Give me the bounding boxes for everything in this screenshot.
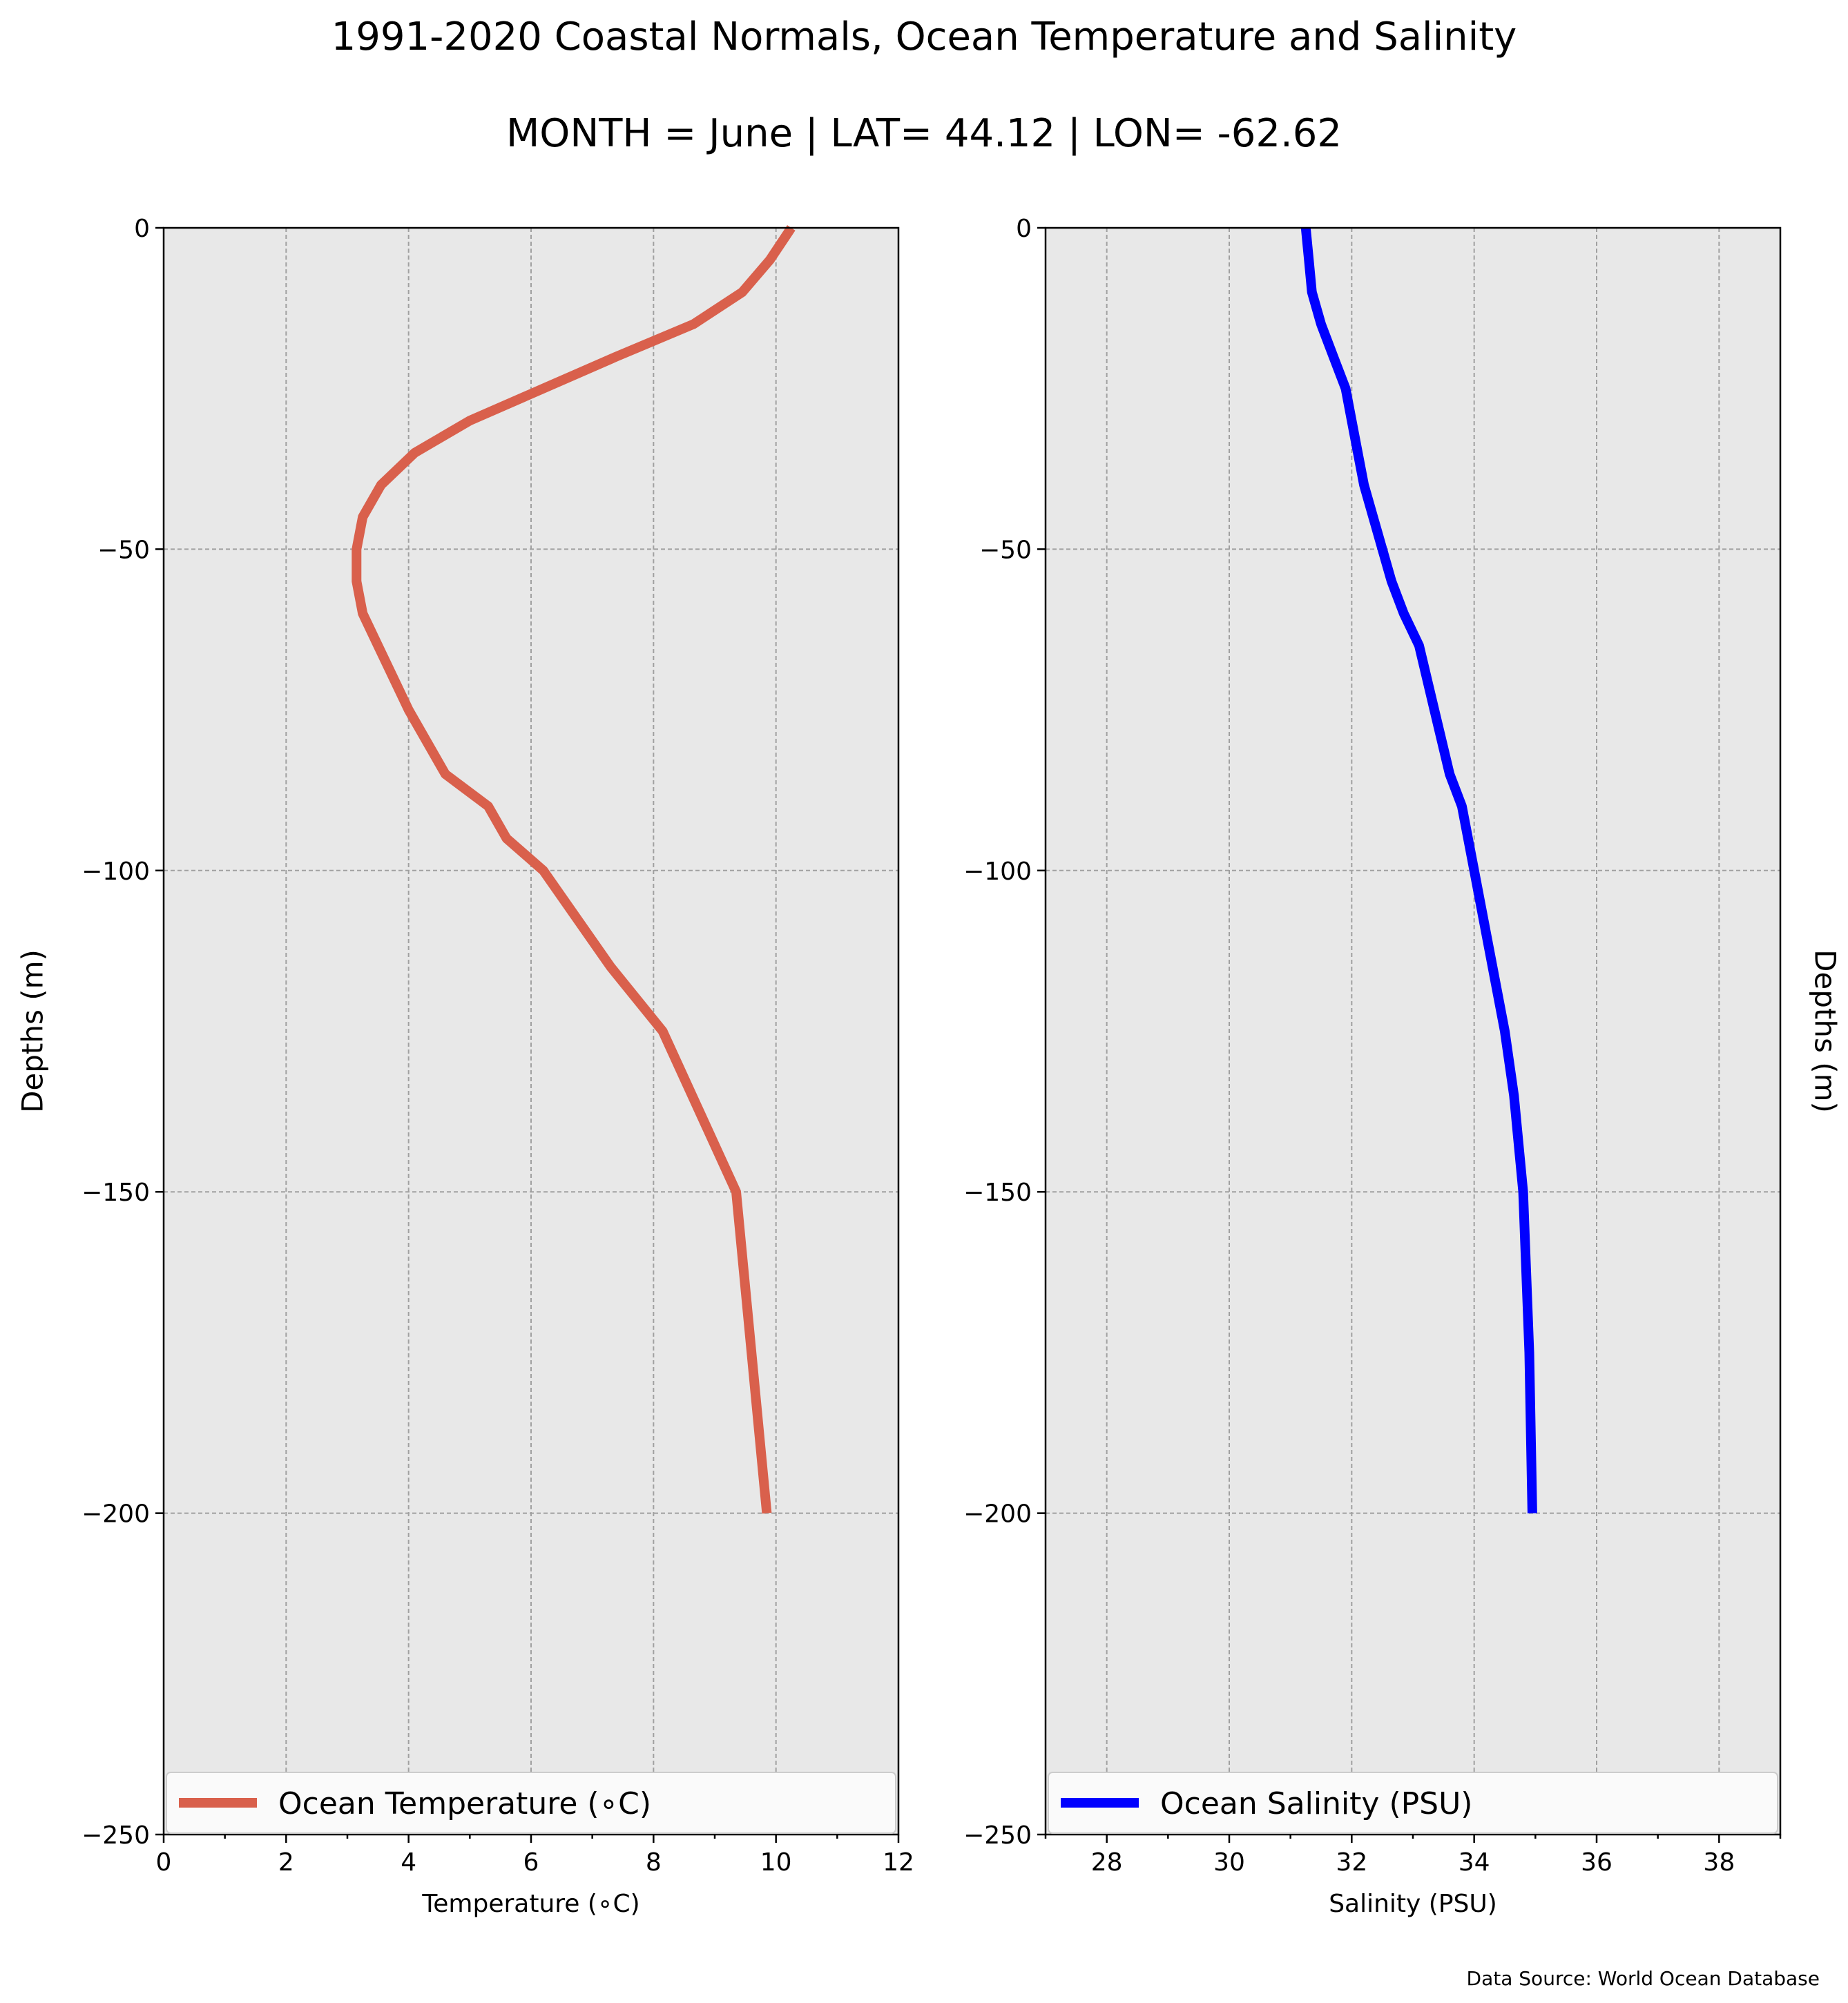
y-tick-label: −250 — [81, 1821, 150, 1850]
series-line-1 — [1300, 227, 1537, 1513]
chart-panel-1: 0 2 4 6 8 10 12 0 −50 −100 −150 −200 −250 Temperature… — [16, 215, 914, 1918]
chart-subtitle: MONTH = June | LAT= 44.12 | LON= -62.62 — [506, 111, 1342, 156]
y-tick-label: −150 — [963, 1179, 1032, 1207]
y-tick-label: −250 — [963, 1821, 1032, 1850]
series-line-1 — [352, 225, 796, 1514]
x-tick-label: 4 — [401, 1848, 416, 1877]
legend-label: Ocean Salinity (PSU) — [1160, 1786, 1472, 1821]
data-source-note: Data Source: World Ocean Database — [1467, 1967, 1820, 1990]
x-axis-label: Salinity (PSU) — [1329, 1890, 1497, 1918]
x-tick-label: 0 — [156, 1848, 172, 1877]
x-tick-label: 32 — [1336, 1848, 1367, 1877]
y-tick-label: 0 — [1016, 215, 1032, 243]
y-tick-label: −100 — [81, 858, 150, 886]
x-tick-label: 36 — [1581, 1848, 1613, 1877]
legend-box — [1048, 1772, 1778, 1834]
y-tick-label: −200 — [81, 1500, 150, 1529]
x-tick-label: 12 — [883, 1848, 914, 1877]
x-tick-label: 6 — [523, 1848, 539, 1877]
x-tick-label: 34 — [1459, 1848, 1490, 1877]
x-tick-label: 38 — [1703, 1848, 1735, 1877]
y-tick-label: −200 — [963, 1500, 1032, 1529]
y-axis-label: Depths (m) — [16, 949, 50, 1113]
chart-title: 1991-2020 Coastal Normals, Ocean Tempera… — [331, 14, 1517, 59]
legend-box — [166, 1772, 896, 1834]
x-tick-label: 30 — [1213, 1848, 1245, 1877]
y-tick-label: −50 — [97, 536, 150, 564]
chart-panel-2: 28 30 32 34 36 38 0 −50 −100 −150 −200 −250 Salinity… — [963, 215, 1842, 1918]
legend-label: Ocean Temperature (∘C) — [278, 1786, 651, 1821]
y-tick-label: −100 — [963, 858, 1032, 886]
y-tick-label: 0 — [134, 215, 150, 243]
x-tick-label: 2 — [278, 1848, 294, 1877]
x-tick-label: 28 — [1091, 1848, 1123, 1877]
chart-panels: 0 2 4 6 8 10 12 0 −50 −100 −150 −200 −250 Temperature… — [16, 215, 1842, 1918]
x-axis-label: Temperature (∘C) — [421, 1890, 639, 1918]
x-tick-label: 10 — [760, 1848, 792, 1877]
y-tick-label: −50 — [979, 536, 1032, 564]
y-tick-label: −150 — [81, 1179, 150, 1207]
x-tick-label: 8 — [646, 1848, 662, 1877]
y-axis-label: Depths (m) — [1809, 949, 1842, 1113]
plot-area — [1046, 228, 1780, 1835]
